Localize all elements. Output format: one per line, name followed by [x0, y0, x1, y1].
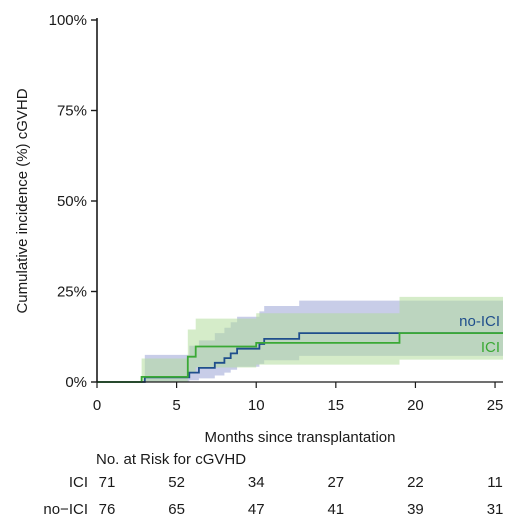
x-tick-label: 15: [327, 397, 344, 414]
y-tick-label: 50%: [57, 193, 87, 210]
x-tick-label: 20: [407, 397, 424, 414]
risk-row-label: ICI: [68, 474, 88, 491]
risk-row-label: no−ICI: [43, 501, 88, 518]
series-label-ici: ICI: [481, 339, 500, 356]
axes: 0% 25% 50% 75% 100% 0 5 10 15 20 25 Months since tr…: [14, 12, 503, 446]
curve-ici: [97, 332, 503, 383]
y-tick-label: 75%: [57, 103, 87, 120]
risk-count: 34: [247, 474, 265, 491]
x-tick-label: 10: [248, 397, 265, 414]
risk-count: 52: [168, 474, 185, 491]
x-axis-title: Months since transplantation: [205, 429, 396, 446]
y-axis-title: Cumulative incidence (%) cGVHD: [14, 88, 31, 313]
risk-count: 31: [486, 501, 504, 518]
x-tick-label: 25: [487, 397, 504, 414]
incidence-curves: [97, 332, 503, 383]
x-tick-label: 0: [93, 397, 101, 414]
risk-count: 27: [327, 474, 345, 491]
risk-count: 11: [487, 474, 503, 491]
risk-count: 76: [98, 501, 116, 518]
risk-count: 65: [168, 501, 185, 518]
y-tick-label: 25%: [57, 284, 87, 301]
y-tick-label: 0%: [65, 374, 87, 391]
risk-count: 71: [98, 474, 116, 491]
series-label-no-ici: no-ICI: [459, 313, 500, 330]
risk-count: 22: [407, 474, 424, 491]
cumulative-incidence-chart: 0% 25% 50% 75% 100% 0 5 10 15 20 25 Months since tr…: [14, 12, 503, 446]
series-labels: no-ICI ICI: [459, 313, 500, 356]
risk-count: 47: [247, 501, 265, 518]
x-tick-label: 5: [172, 397, 180, 414]
risk-count: 41: [327, 501, 345, 518]
y-tick-label: 100%: [49, 12, 87, 29]
curve-no-ici: [97, 332, 503, 383]
risk-count: 39: [407, 501, 424, 518]
risk-table-title: No. at Risk for cGVHD: [96, 451, 247, 468]
